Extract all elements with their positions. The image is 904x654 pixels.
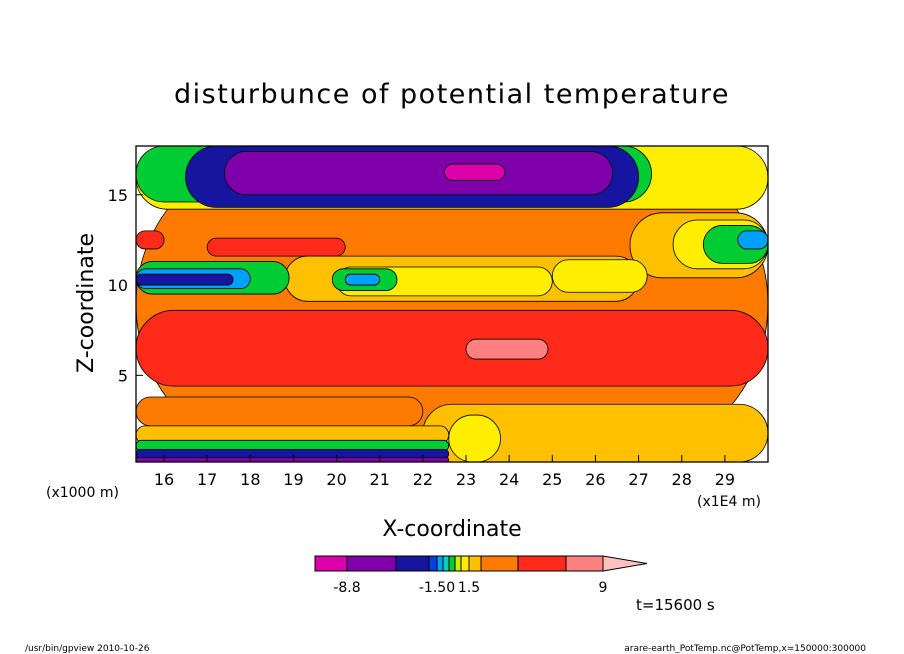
colorbar-cell bbox=[314, 555, 348, 572]
colorbar: -8.8 -1.50 1.5 9 bbox=[314, 555, 648, 596]
x-tick-label: 16 bbox=[154, 470, 174, 489]
plot-frame bbox=[135, 145, 769, 463]
colorbar-cell bbox=[460, 555, 470, 572]
time-label: t=15600 s bbox=[636, 596, 715, 614]
colorbar-cell bbox=[565, 555, 604, 572]
y-axis: 5 10 15 bbox=[108, 186, 143, 385]
x-tick-label: 24 bbox=[499, 470, 519, 489]
colorbar-cell bbox=[448, 555, 456, 572]
chart-title: disturbunce of potential temperature bbox=[174, 79, 730, 110]
heatmap-region-14 bbox=[551, 259, 648, 293]
colorbar-tick-label: -8.8 bbox=[333, 580, 360, 596]
colorbar-cell bbox=[468, 555, 482, 572]
heatmap-region-28 bbox=[136, 457, 450, 462]
colorbar-cell bbox=[346, 555, 397, 572]
colorbar-tick-label: 1.5 bbox=[458, 580, 480, 596]
x-tick-label: 26 bbox=[585, 470, 605, 489]
heatmap-regions bbox=[136, 146, 768, 462]
x-tick-label: 21 bbox=[370, 470, 390, 489]
footer-left: /usr/bin/gpview 2010-10-26 bbox=[25, 644, 150, 654]
y-tick-label: 10 bbox=[108, 276, 128, 295]
colorbar-cell bbox=[395, 555, 430, 572]
y-tick-label: 15 bbox=[108, 186, 128, 205]
heatmap-region-16 bbox=[344, 273, 381, 286]
heatmap-region-20 bbox=[136, 309, 768, 387]
x-tick-label: 25 bbox=[542, 470, 562, 489]
heatmap-region-4 bbox=[224, 151, 614, 196]
colorbar-cell bbox=[436, 555, 444, 572]
x-tick-label: 23 bbox=[456, 470, 476, 489]
heatmap-region-10 bbox=[136, 230, 165, 250]
x-tick-label: 28 bbox=[672, 470, 692, 489]
colorbar-cell bbox=[442, 555, 450, 572]
y-tick-label: 5 bbox=[118, 366, 128, 385]
heatmap-region-11 bbox=[206, 237, 346, 257]
colorbar-cell bbox=[454, 555, 462, 572]
colorbar-cell bbox=[517, 555, 567, 572]
colorbar-cell bbox=[428, 555, 438, 572]
heatmap-region-27 bbox=[136, 448, 450, 459]
x-tick-label: 20 bbox=[326, 470, 346, 489]
x-tick-label: 29 bbox=[715, 470, 735, 489]
colorbar-cell bbox=[480, 555, 519, 572]
x-axis: 16 17 18 19 20 21 22 23 24 25 26 27 28 29 bbox=[154, 455, 735, 489]
heatmap-region-21 bbox=[465, 338, 549, 360]
x-tick-label: 18 bbox=[240, 470, 260, 489]
x-tick-label: 17 bbox=[197, 470, 217, 489]
heatmap-region-19 bbox=[136, 273, 234, 286]
y-axis-label: Z-coordinate bbox=[74, 233, 99, 373]
colorbar-tick-label: -1.50 bbox=[419, 580, 455, 596]
heatmap-region-5 bbox=[444, 163, 506, 181]
x-unit-right: (x1E4 m) bbox=[697, 494, 761, 510]
x-tick-label: 27 bbox=[628, 470, 648, 489]
heatmap-region-9 bbox=[737, 230, 768, 250]
x-tick-label: 19 bbox=[283, 470, 303, 489]
x-axis-label: X-coordinate bbox=[382, 517, 521, 542]
heatmap-region-24 bbox=[448, 414, 501, 462]
colorbar-arrow bbox=[602, 555, 648, 572]
footer-right: arare-earth_PotTemp.nc@PotTemp,x=150000:… bbox=[624, 644, 866, 654]
x-tick-label: 22 bbox=[413, 470, 433, 489]
colorbar-tick-label: 9 bbox=[599, 580, 608, 596]
heatmap-region-22 bbox=[136, 396, 424, 427]
x-unit-left: (x1000 m) bbox=[46, 485, 119, 501]
